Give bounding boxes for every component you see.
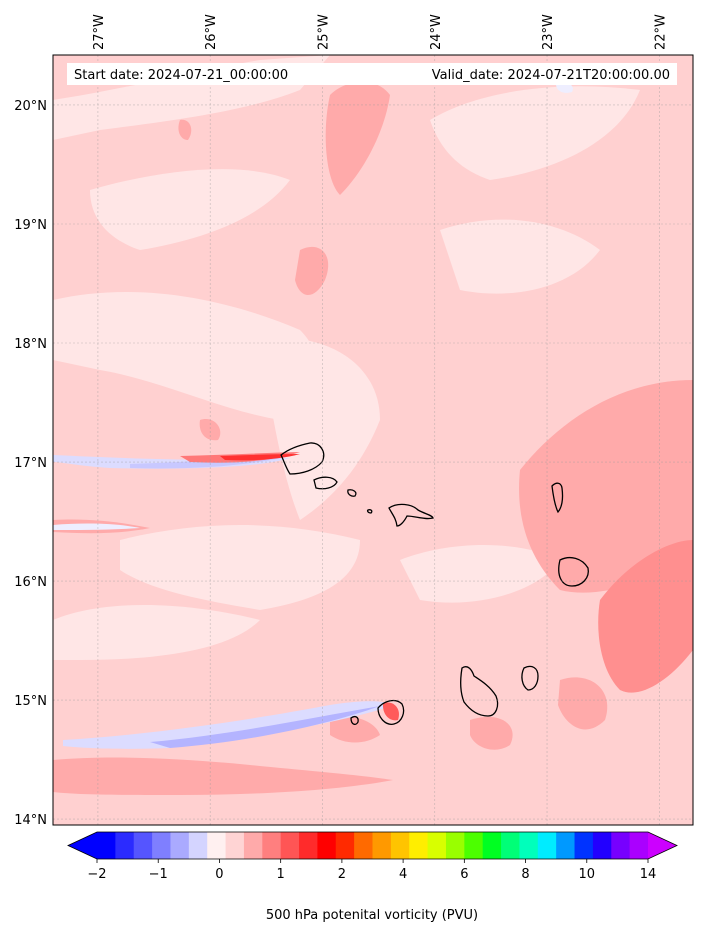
colorbar-segment: [390, 832, 410, 859]
colorbar-tick-label: 8: [521, 867, 529, 882]
island-brava: [350, 715, 359, 725]
colorbar-segment: [556, 832, 576, 859]
lon-tick-label: 24°W: [429, 14, 444, 50]
colorbar-segment: [335, 832, 355, 859]
colorbar-under-arrow: [68, 832, 97, 859]
lon-tick-label: 23°W: [541, 14, 556, 50]
lat-tick-label: 20°N: [14, 99, 47, 114]
island-sal: [551, 482, 564, 514]
colorbar-tick-label: 0: [215, 867, 223, 882]
island-sao-vicente: [313, 476, 338, 490]
colorbar-segment: [280, 832, 300, 859]
valid-date-label: Valid_date: 2024-07-21T20:00:00.00: [432, 68, 670, 83]
colorbar-segment: [243, 832, 263, 859]
lat-tick-label: 14°N: [14, 813, 47, 828]
colorbar-segment: [445, 832, 465, 859]
island-fogo: [377, 699, 405, 725]
lon-tick-label: 27°W: [92, 14, 107, 50]
lat-tick-label: 19°N: [14, 218, 47, 233]
colorbar-segment: [133, 832, 153, 859]
colorbar-tick-label: −1: [149, 867, 168, 882]
colorbar-segment: [317, 832, 337, 859]
colorbar-tick-label: 10: [579, 867, 596, 882]
colorbar-segment: [207, 832, 227, 859]
colorbar-tick-label: 6: [460, 867, 468, 882]
island-santa-luzia: [347, 489, 357, 497]
colorbar: −2 −1 0 1 2 4 6 8 10 14: [67, 831, 678, 882]
colorbar-segment: [170, 832, 190, 859]
colorbar-segment: [152, 832, 171, 859]
island-sao-nicolau: [388, 503, 434, 527]
longitude-axis: 27°W 26°W 25°W 24°W 23°W 22°W: [92, 14, 668, 50]
colorbar-segment: [592, 832, 612, 859]
colorbar-segment: [574, 832, 594, 859]
colorbar-segment: [409, 832, 429, 859]
colorbar-segment: [519, 832, 539, 859]
start-date-label: Start date: 2024-07-21_00:00:00: [74, 68, 288, 83]
map-border: [52, 54, 694, 826]
strong-pv-area: [598, 540, 693, 693]
lon-tick-label: 22°W: [653, 14, 668, 50]
colorbar-segment: [537, 832, 557, 859]
lon-tick-label: 26°W: [204, 14, 219, 50]
light-pv-areas: [53, 55, 640, 660]
colorbar-segment: [372, 832, 392, 859]
colorbar-segment: [482, 832, 502, 859]
latitude-axis: 20°N 19°N 18°N 17°N 16°N 15°N 14°N: [14, 99, 47, 828]
colorbar-segment: [611, 832, 631, 859]
gridlines: [53, 55, 693, 825]
colorbar-tick-label: 4: [399, 867, 407, 882]
colorbar-segment: [464, 832, 484, 859]
info-box: [67, 63, 677, 85]
colorbar-over-arrow: [648, 832, 677, 859]
colorbar-label: 500 hPa potenital vorticity (PVU): [266, 908, 478, 923]
colorbar-segment: [115, 832, 135, 859]
colorbar-tick-label: 14: [640, 867, 657, 882]
colorbar-tick-label: 1: [277, 867, 285, 882]
island-maio: [521, 665, 539, 691]
colorbar-segment: [188, 832, 208, 859]
colorbar-segment: [629, 832, 649, 859]
colorbar-tick-label: 2: [338, 867, 346, 882]
island-boa-vista: [558, 557, 589, 587]
lon-tick-label: 25°W: [316, 14, 331, 50]
lat-tick-label: 15°N: [14, 694, 47, 709]
moderate-pv-areas: [53, 81, 693, 795]
lat-tick-label: 18°N: [14, 337, 47, 352]
colorbar-tick-label: −2: [87, 867, 106, 882]
colorbar-segment: [97, 832, 116, 859]
colorbar-segment: [299, 832, 318, 859]
colorbar-segment: [225, 832, 245, 859]
island-santiago: [460, 666, 499, 717]
island-raso: [366, 509, 373, 514]
colorbar-segment: [354, 832, 373, 859]
colorbar-segment: [427, 832, 447, 859]
colorbar-segment: [262, 832, 282, 859]
map-panel: Start date: 2024-07-21_00:00:00 Valid_da…: [53, 55, 693, 825]
lat-tick-label: 17°N: [14, 456, 47, 471]
colorbar-segment: [501, 832, 520, 859]
lat-tick-label: 16°N: [14, 575, 47, 590]
